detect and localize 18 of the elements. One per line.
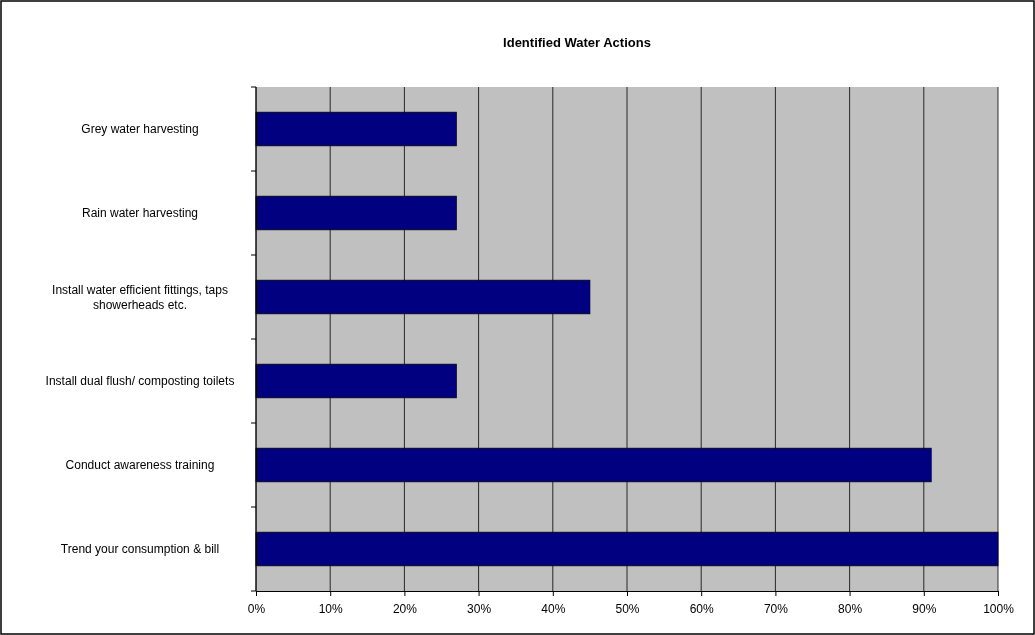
y-tick-label: Trend your consumption & bill — [60, 542, 220, 556]
x-tick-label: 0% — [247, 602, 266, 617]
x-tick-label: 10% — [318, 602, 344, 617]
x-tick-label: 90% — [912, 602, 937, 617]
y-tick-label: Install water efficient fittings, taps showerheads etc. — [52, 282, 228, 312]
x-tick-label: 100% — [983, 602, 1015, 617]
y-tick-label: Rain water harvesting — [81, 206, 199, 220]
x-tick-label: 80% — [838, 602, 863, 617]
y-tick-label: Install dual flush/ composting toilets — [45, 374, 235, 388]
x-tick-label: 20% — [392, 602, 418, 617]
x-tick-label: 50% — [615, 602, 640, 617]
y-tick-label: Grey water harvesting — [81, 122, 199, 136]
x-tick-label: 60% — [689, 602, 715, 617]
x-tick-label: 40% — [541, 602, 566, 617]
y-tick-label: Conduct awareness training — [65, 458, 215, 472]
x-tick-label: 30% — [467, 602, 492, 617]
x-tick-label: 70% — [763, 602, 789, 617]
chart-title: Identified Water Actions — [503, 35, 651, 50]
